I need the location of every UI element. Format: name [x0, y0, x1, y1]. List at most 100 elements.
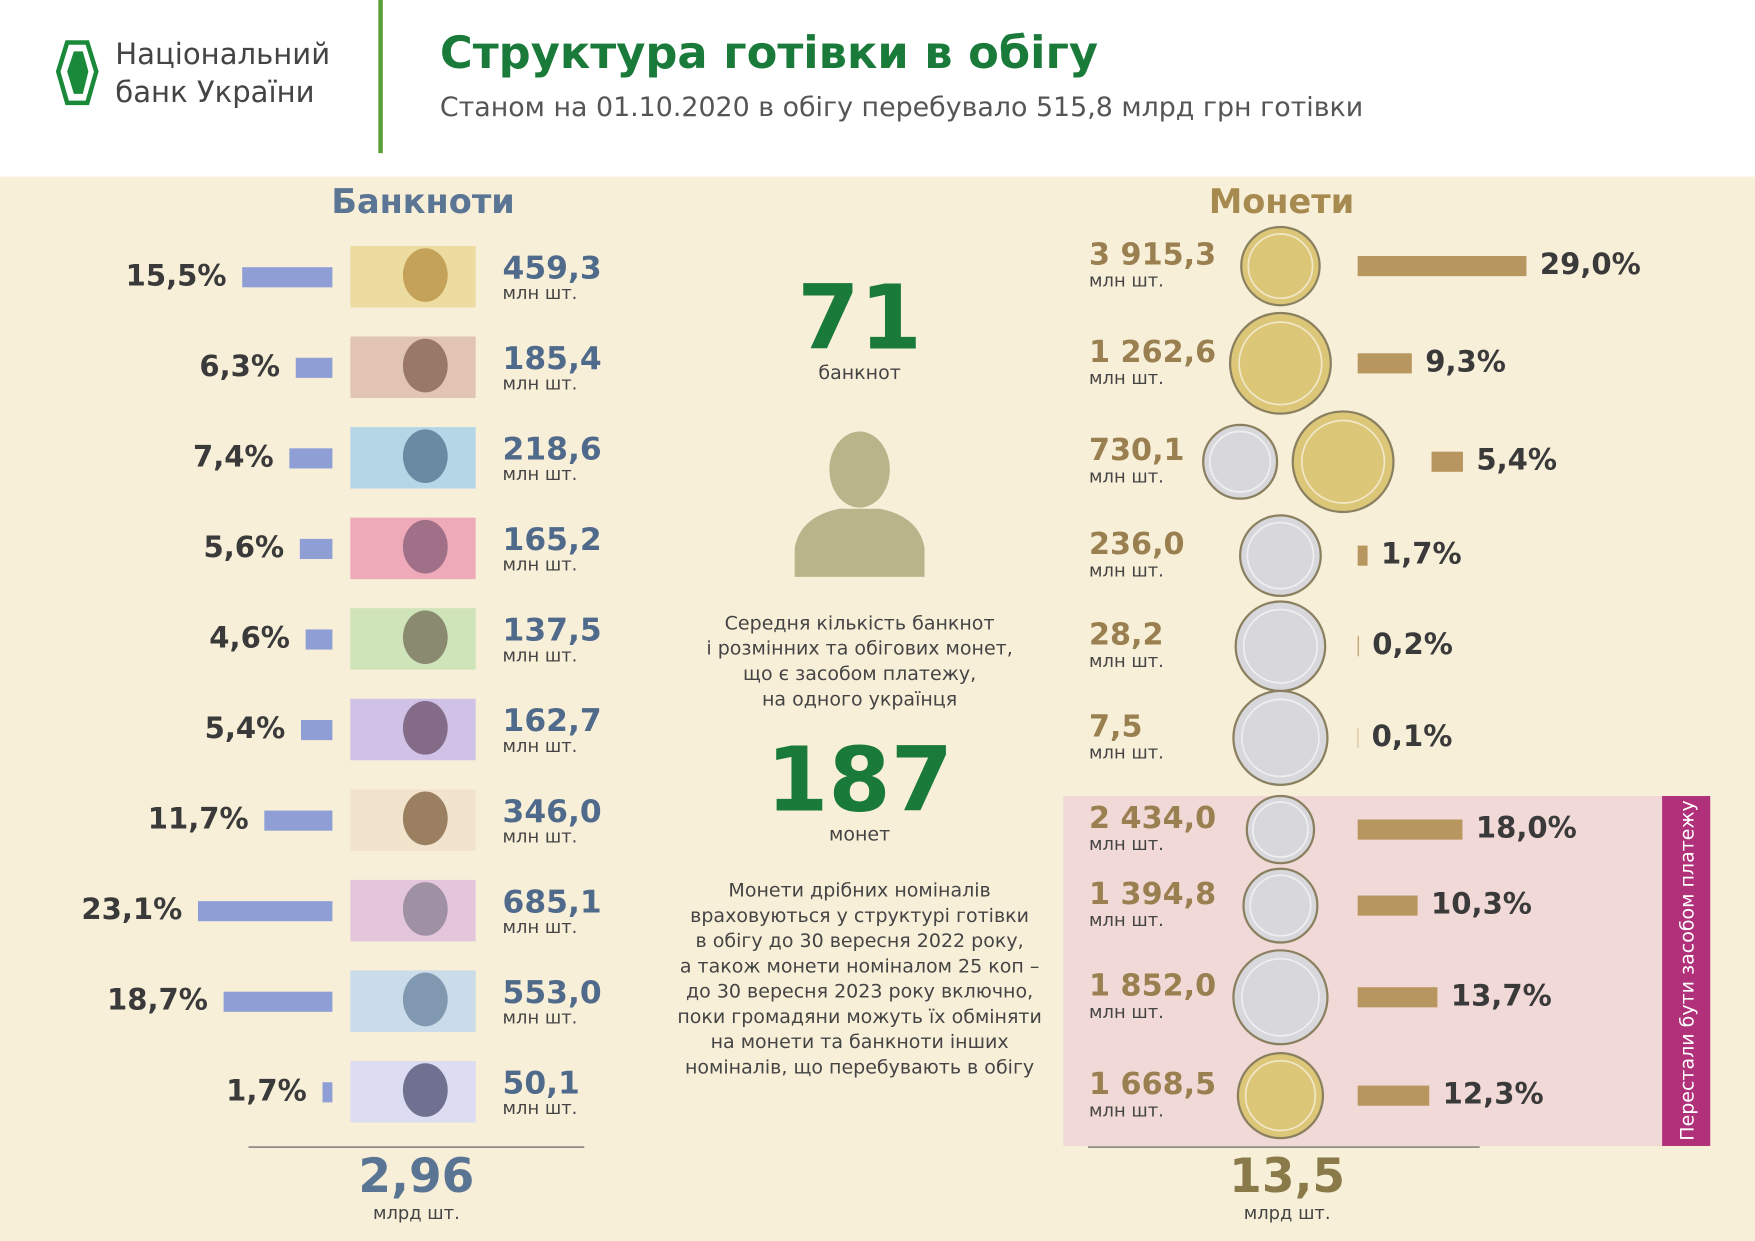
- coin-image: [1245, 794, 1316, 865]
- count: 236,0: [1089, 527, 1185, 562]
- count: 2 434,0: [1089, 801, 1216, 836]
- note-line: а також монети номіналом 25 коп –: [680, 955, 1040, 977]
- banknote-portrait: [402, 882, 448, 936]
- big-number-unit: монет: [829, 824, 890, 846]
- coin-image: [1232, 689, 1329, 786]
- coin-rim: [1246, 521, 1315, 590]
- share-label: 12,3%: [1443, 1077, 1544, 1111]
- coin-image: [1291, 410, 1395, 514]
- note-line: на монети та банкноти інших: [711, 1031, 1009, 1053]
- banknote-portrait: [402, 519, 448, 574]
- share-bar: [1357, 987, 1438, 1008]
- share-bar: [300, 720, 333, 741]
- count-unit: млн шт.: [1089, 743, 1164, 764]
- share-label: 29,0%: [1540, 247, 1641, 281]
- count-unit: млн шт.: [1089, 368, 1164, 389]
- share-label: 23,1%: [81, 892, 182, 926]
- count: 346,0: [503, 794, 602, 830]
- count: 730,1: [1089, 433, 1185, 468]
- count: 28,2: [1089, 618, 1164, 653]
- banknote-portrait: [402, 791, 448, 846]
- banknote-portrait: [402, 700, 448, 755]
- description-line: Середня кількість банкнот: [725, 612, 995, 634]
- share-label: 0,2%: [1372, 627, 1453, 661]
- logo-mark: [55, 40, 99, 106]
- share-label: 13,7%: [1451, 978, 1552, 1012]
- withdrawn-strip: [1662, 796, 1711, 1146]
- section-title: Монети: [1209, 182, 1354, 221]
- coin-image: [1232, 949, 1329, 1046]
- share-label: 15,5%: [126, 258, 227, 292]
- count: 165,2: [503, 522, 602, 558]
- share-bar: [197, 901, 333, 922]
- count: 50,1: [503, 1065, 580, 1101]
- coin-rim: [1247, 233, 1314, 300]
- share-bar: [1357, 545, 1368, 566]
- share-bar: [1357, 895, 1418, 916]
- count-unit: млн шт.: [1089, 271, 1164, 292]
- count-unit: млн шт.: [1089, 560, 1164, 581]
- share-bar: [1431, 451, 1463, 472]
- coin-rim: [1238, 321, 1323, 406]
- count-unit: млн шт.: [503, 645, 578, 666]
- coin-rim: [1300, 419, 1386, 504]
- count: 1 668,5: [1089, 1067, 1216, 1102]
- count-unit: млн шт.: [1089, 834, 1164, 855]
- section-title: Банкноти: [331, 182, 514, 221]
- count: 685,1: [503, 884, 602, 920]
- count-unit: млн шт.: [503, 1098, 578, 1119]
- share-label: 5,4%: [1476, 443, 1557, 477]
- share-label: 1,7%: [1381, 537, 1462, 571]
- share-label: 6,3%: [199, 349, 280, 383]
- share-label: 0,1%: [1372, 719, 1453, 753]
- coin-image: [1240, 225, 1321, 307]
- share-bar: [223, 991, 333, 1012]
- title: Структура готівки в обігу: [440, 26, 1098, 79]
- banknote-portrait: [402, 248, 448, 302]
- share-bar: [1357, 353, 1412, 374]
- count: 137,5: [503, 613, 602, 649]
- share-label: 9,3%: [1425, 344, 1506, 378]
- divider: [378, 0, 383, 154]
- total-unit: млрд шт.: [1244, 1203, 1331, 1224]
- header-bg: [0, 0, 1755, 177]
- subtitle: Станом на 01.10.2020 в обігу перебувало …: [440, 92, 1363, 123]
- note-line: поки громадяни можуть їх обміняти: [677, 1006, 1042, 1028]
- coin-rim: [1244, 1059, 1317, 1132]
- share-label: 10,3%: [1431, 887, 1532, 921]
- note-line: до 30 вересня 2023 року включно,: [686, 981, 1033, 1003]
- share-label: 1,7%: [226, 1073, 307, 1107]
- count: 1 262,6: [1089, 335, 1216, 370]
- description-line: на одного українця: [762, 688, 957, 710]
- share-label: 18,0%: [1476, 811, 1577, 845]
- big-number: 187: [766, 728, 953, 832]
- count-unit: млн шт.: [503, 283, 578, 304]
- coin-rim: [1209, 430, 1272, 493]
- share-bar: [242, 267, 333, 288]
- count: 3 915,3: [1089, 238, 1216, 273]
- description-line: що є засобом платежу,: [743, 663, 976, 685]
- count-unit: млн шт.: [1089, 1002, 1164, 1023]
- banknote-portrait: [402, 610, 448, 665]
- note-line: номіналів, що перебувають в обігу: [685, 1056, 1034, 1078]
- count-unit: млн шт.: [503, 826, 578, 847]
- count-unit: млн шт.: [1089, 1100, 1164, 1121]
- logo-inner: [67, 51, 89, 94]
- share-bar: [1357, 636, 1359, 657]
- coin-image: [1236, 1052, 1325, 1140]
- share-label: 7,4%: [193, 439, 274, 473]
- count: 185,4: [503, 341, 602, 377]
- count-unit: млн шт.: [503, 917, 578, 938]
- count: 7,5: [1089, 709, 1143, 744]
- share-bar: [1357, 819, 1463, 840]
- count-unit: млн шт.: [503, 736, 578, 757]
- count: 162,7: [503, 703, 602, 739]
- note-line: враховуються у структурі готівки: [690, 905, 1029, 927]
- big-number-unit: банкнот: [818, 362, 900, 384]
- withdrawn-label: Перестали бути засобом платежу: [1676, 800, 1698, 1141]
- coin-image: [1228, 311, 1332, 415]
- count-unit: млн шт.: [503, 374, 578, 395]
- banknote-portrait: [402, 972, 448, 1027]
- total: 13,5: [1229, 1149, 1345, 1204]
